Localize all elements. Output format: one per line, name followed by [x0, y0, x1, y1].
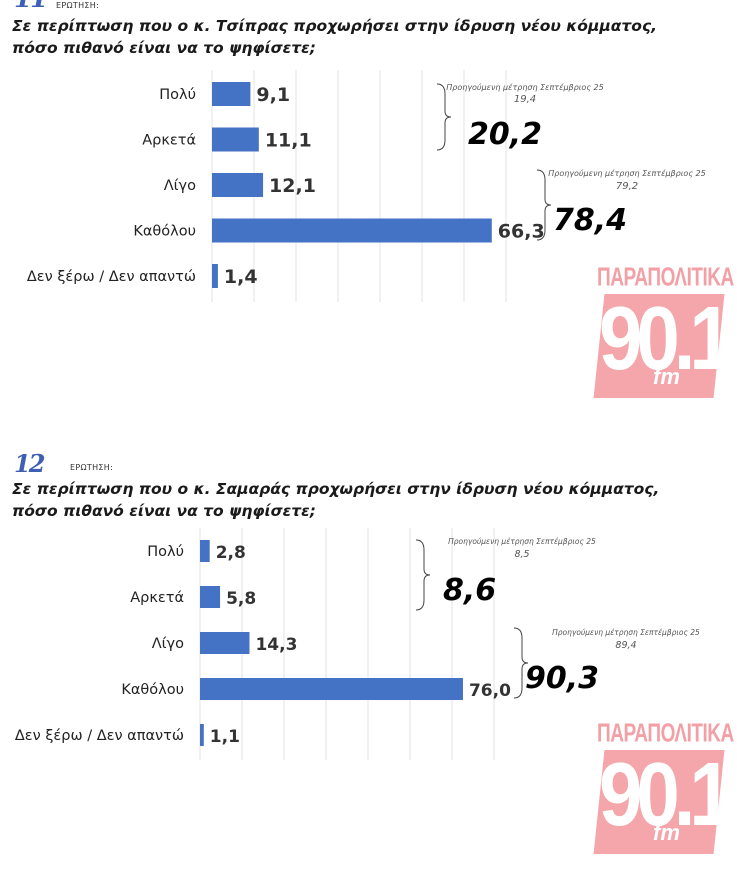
category-label: Δεν ξέρω / Δεν απαντώ	[15, 728, 184, 744]
value-label: 66,3	[498, 221, 545, 243]
value-label: 11,1	[265, 130, 312, 152]
bar	[200, 586, 221, 608]
group-total: 8,6	[443, 573, 496, 608]
previous-measurement-label: Προηγούμενη μέτρηση Σεπτέμβριος 25	[446, 82, 604, 92]
logo-top-text: ΠΑΡΑΠΟΛΙΤΙΚΑ	[597, 264, 734, 293]
bar-chart-q12: Πολύ 2,8 Αρκετά 5,8 Λίγο 14,3 Καθόλου 76,0 Δεν ξ…	[15, 528, 700, 760]
category-label: Αρκετά	[142, 133, 196, 149]
value-label: 2,8	[216, 543, 246, 563]
bar	[212, 82, 251, 106]
category-label: Πολύ	[147, 544, 184, 560]
value-label: 12,1	[269, 175, 316, 197]
logo-number: 90.1	[599, 287, 733, 389]
previous-measurement-label: Προηγούμενη μέτρηση Σεπτέμβριος 25	[548, 168, 706, 178]
logo-parapolitika: ΠΑΡΑΠΟΛΙΤΙΚΑ 90.1 fm	[593, 720, 734, 854]
bar	[212, 264, 218, 288]
group-total: 20,2	[468, 117, 542, 152]
bar-chart-q11: Πολύ 9,1 Αρκετά 11,1 Λίγο 12,1 Καθόλου 66,3 Δεν …	[27, 70, 706, 302]
group-total: 78,4	[553, 203, 627, 238]
value-label: 76,0	[469, 681, 511, 701]
group-brace	[536, 169, 552, 241]
category-label: Καθόλου	[133, 224, 196, 240]
logo-parapolitika: ΠΑΡΑΠΟΛΙΤΙΚΑ 90.1 fm	[593, 264, 734, 398]
logo-suffix: fm	[653, 364, 680, 389]
question-block-11: 11 ΕΡΩΤΗΣΗ: Σε περίπτωση που ο κ. Τσίπρα…	[0, 0, 737, 440]
bar	[200, 632, 250, 654]
logo-number: 90.1	[599, 743, 733, 845]
question-word: ΕΡΩΤΗΣΗ:	[56, 1, 100, 10]
question-block-12: 12 ΕΡΩΤΗΣΗ: Σε περίπτωση που ο κ. Σαμαρά…	[0, 448, 737, 889]
question-text: Σε περίπτωση που ο κ. Σαμαράς προχωρήσει…	[12, 480, 660, 520]
previous-measurement-value: 8,5	[514, 549, 529, 560]
question-number: 12	[14, 449, 45, 478]
value-label: 1,4	[224, 266, 258, 288]
bar	[200, 724, 204, 746]
bar	[200, 540, 210, 562]
group-total: 90,3	[525, 661, 599, 696]
value-label: 14,3	[255, 635, 297, 655]
value-label: 5,8	[226, 589, 256, 609]
bar	[212, 127, 259, 152]
category-label: Δεν ξέρω / Δεν απαντώ	[27, 269, 196, 285]
previous-measurement-label: Προηγούμενη μέτρηση Σεπτέμβριος 25	[552, 628, 700, 637]
previous-measurement-label: Προηγούμενη μέτρηση Σεπτέμβριος 25	[448, 537, 596, 546]
bar	[200, 678, 463, 700]
value-label: 9,1	[256, 84, 290, 106]
category-label: Αρκετά	[130, 590, 184, 606]
bar	[212, 173, 264, 197]
category-label: Καθόλου	[121, 682, 184, 698]
question-number: 11	[14, 0, 48, 12]
previous-measurement-value: 79,2	[616, 181, 638, 192]
group-brace	[513, 627, 529, 699]
logo-suffix: fm	[653, 820, 680, 845]
value-label: 1,1	[210, 727, 240, 747]
question-text: Σε περίπτωση που ο κ. Τσίπρας προχωρήσει…	[12, 17, 658, 57]
previous-measurement-value: 19,4	[514, 94, 536, 105]
category-label: Λίγο	[152, 636, 184, 652]
bar	[212, 218, 492, 243]
category-label: Πολύ	[159, 87, 196, 103]
previous-measurement-value: 89,4	[615, 640, 636, 651]
logo-top-text: ΠΑΡΑΠΟΛΙΤΙΚΑ	[597, 720, 734, 749]
group-brace	[415, 539, 431, 611]
question-word: ΕΡΩΤΗΣΗ:	[70, 463, 114, 472]
category-label: Λίγο	[164, 178, 196, 194]
group-brace	[436, 83, 452, 151]
